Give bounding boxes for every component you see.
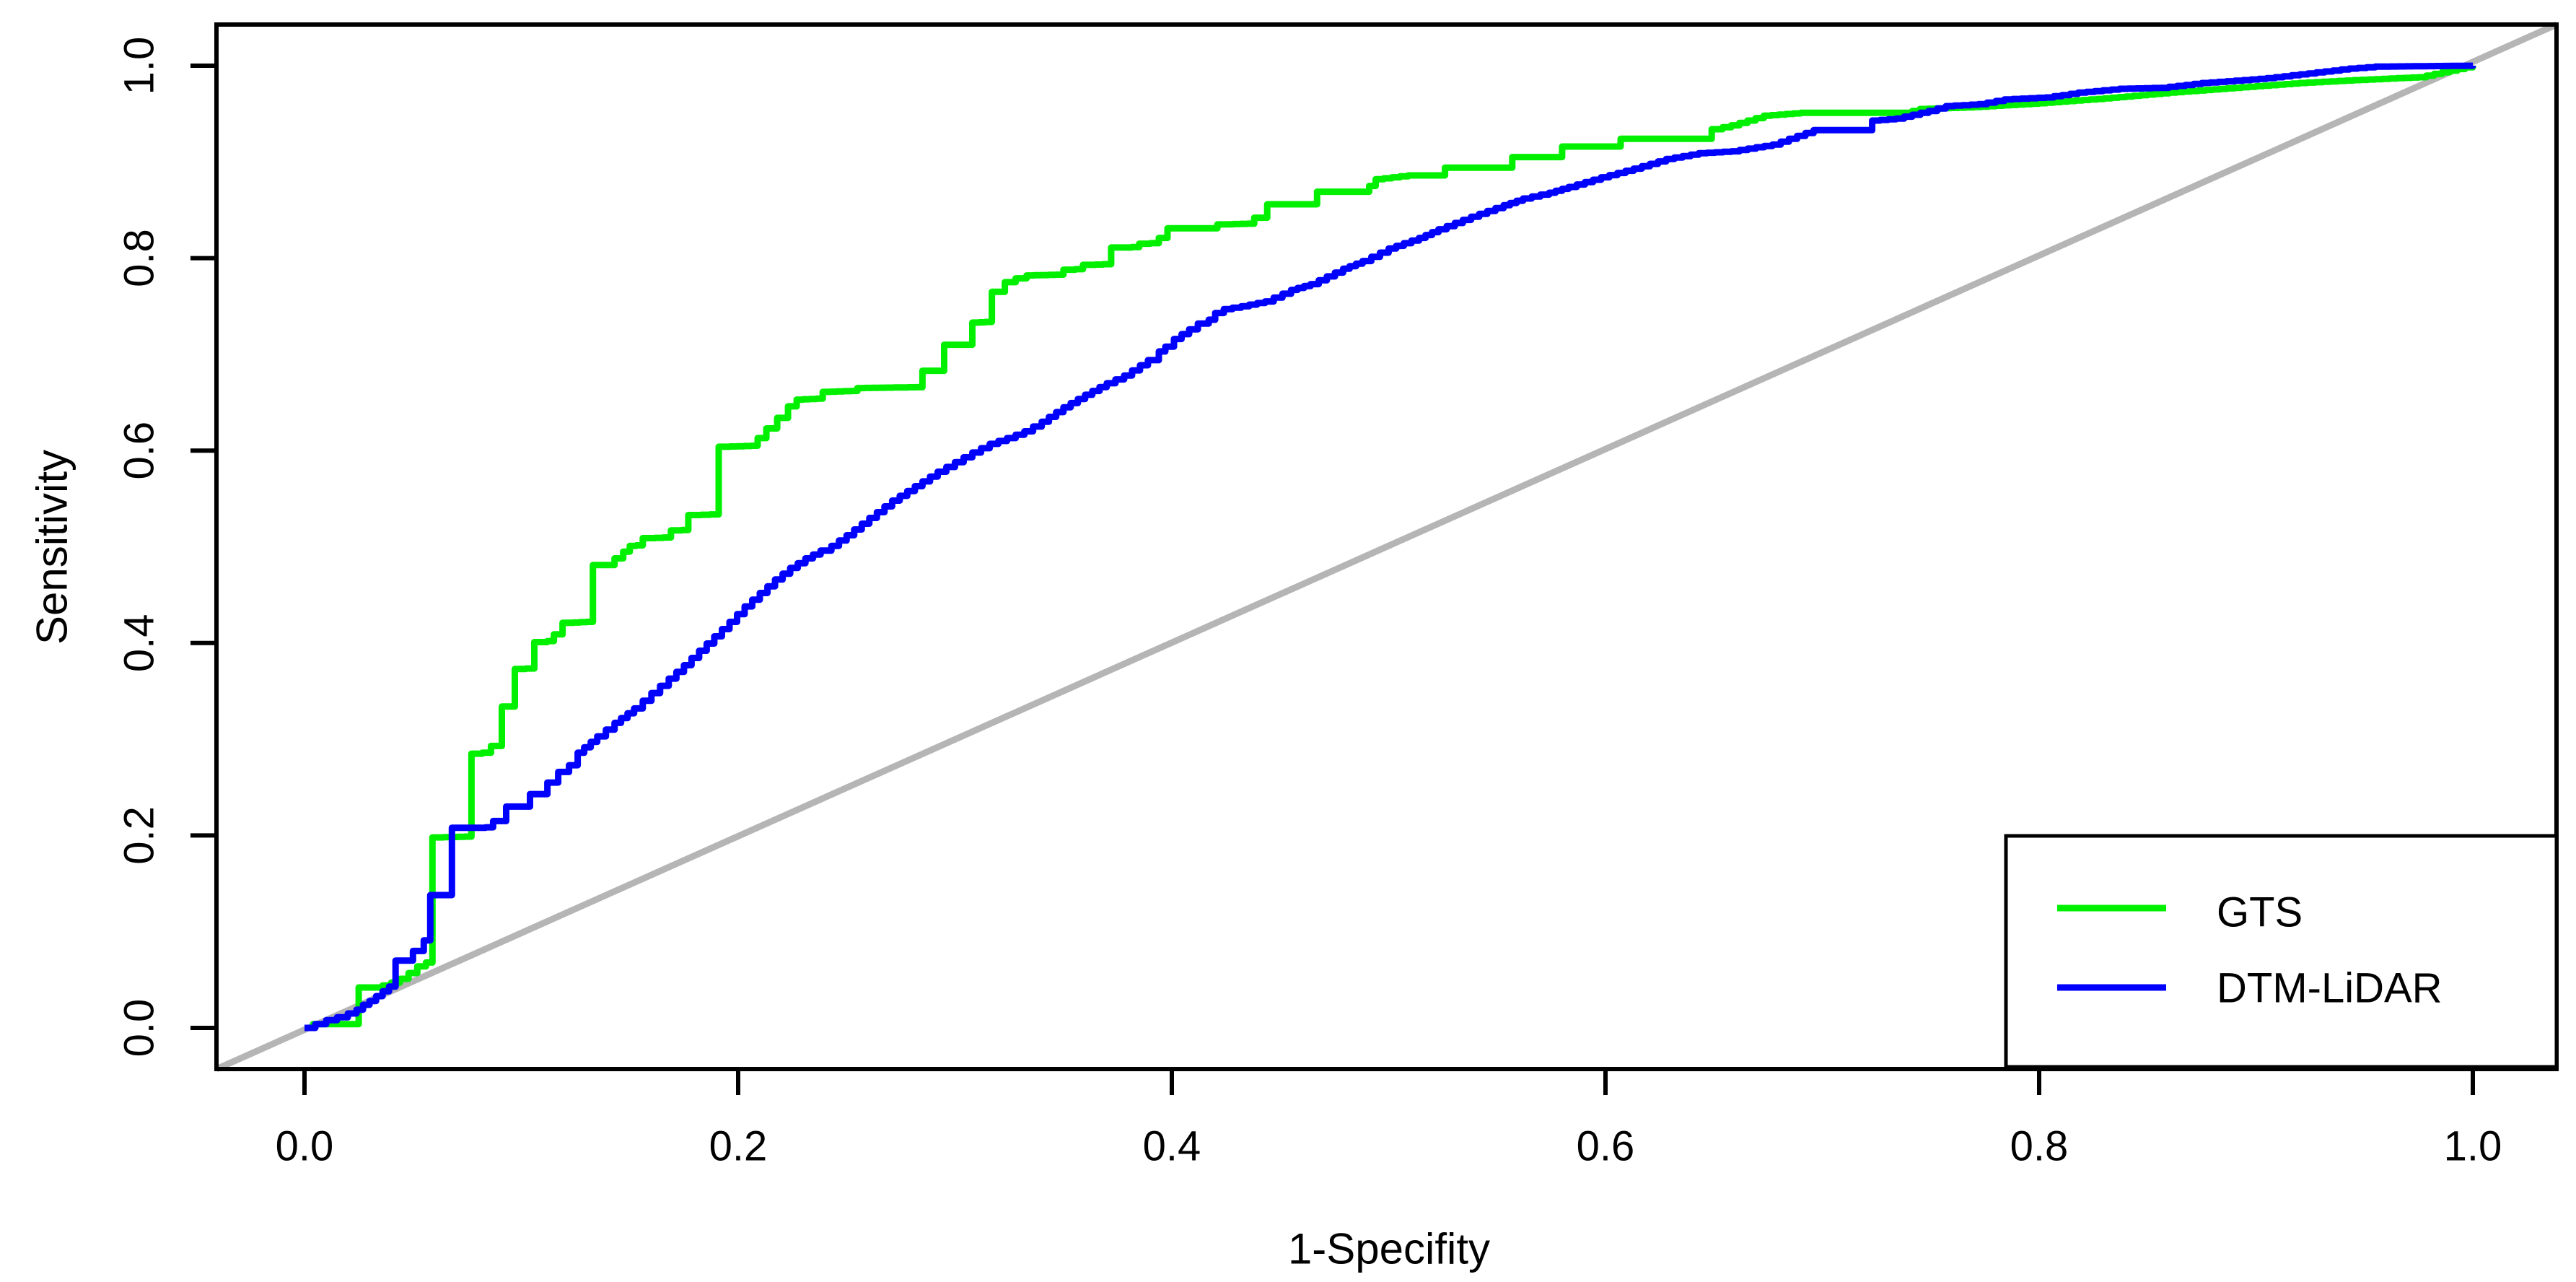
x-axis-tick-label: 1.0 [2444, 1123, 2502, 1170]
x-axis-tick-label: 0.6 [1577, 1123, 1635, 1170]
legend-label-dtm-lidar: DTM-LiDAR [2217, 965, 2443, 1012]
gts-curve [305, 64, 2476, 1032]
x-axis-tick-label: 0.8 [2010, 1123, 2069, 1170]
x-axis-tick-label: 0.4 [1143, 1123, 1201, 1170]
y-axis-title: Sensitivity [28, 450, 76, 645]
y-axis-tick-label: 0.8 [116, 229, 163, 287]
legend-label-gts: GTS [2217, 889, 2303, 936]
y-axis-tick-label: 0.4 [116, 614, 163, 672]
x-axis-tick-label: 0.0 [276, 1123, 334, 1170]
x-axis-tick-label: 0.2 [709, 1123, 768, 1170]
y-axis-tick-label: 1.0 [116, 37, 163, 95]
dtm-lidar-curve [305, 62, 2476, 1032]
y-axis-tick-label: 0.0 [116, 999, 163, 1058]
plot-border [214, 22, 2559, 1071]
y-axis-tick-label: 0.2 [116, 806, 163, 865]
x-axis-title: 1-Specifity [1288, 1225, 1490, 1273]
y-axis-tick-label: 0.6 [116, 422, 163, 480]
reference-diagonal-line [215, 21, 2558, 1073]
legend-box [2004, 834, 2559, 1069]
